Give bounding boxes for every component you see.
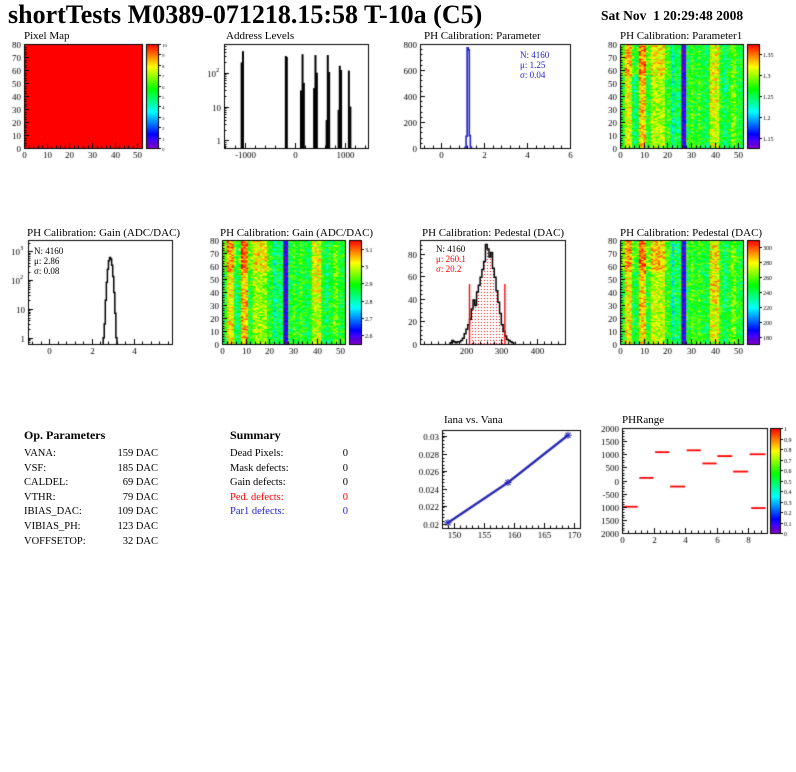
op-parameter-label: VANA: — [24, 448, 56, 459]
summary-value: 0 — [342, 462, 348, 474]
summary-row: Mask defects: 0 — [230, 462, 348, 477]
summary-label: Dead Pixels: — [230, 448, 284, 459]
ph-parameter-canvas — [400, 42, 596, 178]
summary-row: Gain defects: 0 — [230, 476, 348, 491]
plot-title-ph-parameter: PH Calibration: Parameter — [424, 30, 541, 42]
op-parameter-value: 79 DAC — [122, 491, 158, 503]
plot-title-ph-range: PHRange — [622, 414, 665, 426]
plot-title-pedestal-hist: PH Calibration: Pedestal (DAC) — [422, 227, 565, 239]
summary-label: Gain defects: — [230, 477, 286, 489]
summary-heading: Summary — [230, 428, 281, 442]
op-parameters-block: Op. Parameters VANA: 159 DAC VSF: 185 DAC CA… — [24, 428, 158, 549]
stats-box-gain: N: 4160 μ: 2.86 σ: 0.08 — [34, 246, 63, 276]
plot-title-iana: Iana vs. Vana — [444, 414, 503, 426]
summary-row: Par1 defects: 0 — [230, 505, 348, 520]
op-parameter-row: VTHR: 79 DAC — [24, 491, 158, 506]
op-parameter-value: 159 DAC — [117, 448, 158, 459]
plot-gain-map: PH Calibration: Gain (ADC/DAC) — [200, 222, 400, 382]
summary-block: Summary Dead Pixels: 0 Mask defects: 0 Gain … — [230, 428, 348, 520]
stat-mean: μ: 1.25 — [520, 60, 546, 70]
op-parameter-value: 69 DAC — [122, 477, 158, 489]
plot-iana-vs-vana: Iana vs. Vana — [400, 412, 600, 572]
pedestal-map-canvas — [600, 238, 796, 374]
op-parameter-row: VIBIAS_PH: 123 DAC — [24, 520, 158, 535]
plot-title-ph-parameter1: PH Calibration: Parameter1 — [620, 30, 743, 42]
plot-gain-hist: PH Calibration: Gain (ADC/DAC) N: 4160 μ… — [0, 222, 200, 382]
plot-title-pedestal-map: PH Calibration: Pedestal (DAC) — [620, 227, 763, 239]
summary-row: Ped. defects: 0 — [230, 491, 348, 506]
plot-title-address-levels: Address Levels — [226, 30, 295, 42]
op-parameter-label: IBIAS_DAC: — [24, 506, 82, 518]
stat-entries: N: 4160 — [34, 246, 64, 256]
op-parameter-label: CALDEL: — [24, 477, 69, 489]
op-parameter-value: 185 DAC — [117, 462, 158, 474]
op-parameter-label: VOFFSETOP: — [24, 535, 86, 547]
stat-mean: μ: 260.1 — [436, 254, 466, 264]
stat-entries: N: 4160 — [436, 244, 466, 254]
op-parameter-label: VSF: — [24, 462, 47, 474]
op-parameter-row: VSF: 185 DAC — [24, 462, 158, 477]
summary-value: 0 — [342, 506, 348, 518]
plot-address-levels: Address Levels — [200, 30, 400, 190]
plot-ph-parameter1-map: PH Calibration: Parameter1 — [600, 30, 796, 190]
ph-parameter1-canvas — [600, 42, 796, 178]
summary-rows: Dead Pixels: 0 Mask defects: 0 Gain defects:… — [230, 447, 348, 520]
op-parameter-label: VIBIAS_PH: — [24, 520, 81, 532]
stats-box-parameter: N: 4160 μ: 1.25 σ: 0.04 — [520, 50, 549, 80]
stat-mean: μ: 2.86 — [34, 256, 60, 266]
op-parameter-row: IBIAS_DAC: 109 DAC — [24, 505, 158, 520]
op-parameter-value: 123 DAC — [117, 520, 158, 532]
pixel-map-canvas — [0, 42, 196, 178]
summary-label: Par1 defects: — [230, 506, 285, 518]
page-title: shortTests M0389-071218.15:58 T-10a (C5) — [8, 0, 483, 29]
op-parameter-value: 32 DAC — [122, 535, 158, 547]
op-parameter-row: CALDEL: 69 DAC — [24, 476, 158, 491]
op-parameter-row: VOFFSETOP: 32 DAC — [24, 535, 158, 550]
plot-title-pixel-map: Pixel Map — [24, 30, 70, 42]
stat-sigma: σ: 20.2 — [436, 264, 462, 274]
plot-pedestal-hist: PH Calibration: Pedestal (DAC) N: 4160 μ… — [400, 222, 600, 382]
summary-label: Mask defects: — [230, 462, 289, 474]
address-levels-canvas — [200, 42, 396, 178]
op-parameter-value: 109 DAC — [117, 506, 158, 518]
summary-value: 0 — [342, 477, 348, 489]
op-parameter-label: VTHR: — [24, 491, 56, 503]
plot-pedestal-map: PH Calibration: Pedestal (DAC) — [600, 222, 796, 382]
summary-value: 0 — [342, 448, 348, 459]
op-parameter-row: VANA: 159 DAC — [24, 447, 158, 462]
gain-map-canvas — [200, 238, 396, 374]
stat-sigma: σ: 0.08 — [34, 266, 60, 276]
op-parameters-heading: Op. Parameters — [24, 428, 106, 442]
plot-pixel-map: Pixel Map — [0, 30, 200, 190]
plot-title-gain-map: PH Calibration: Gain (ADC/DAC) — [220, 227, 374, 239]
ph-range-canvas — [600, 424, 796, 560]
stat-sigma: σ: 0.04 — [520, 70, 546, 80]
summary-value: 0 — [342, 491, 348, 503]
summary-label: Ped. defects: — [230, 491, 284, 503]
gain-hist-canvas — [0, 238, 196, 374]
op-parameters-rows: VANA: 159 DAC VSF: 185 DAC CALDEL: 69 DAC VTHR… — [24, 447, 158, 549]
plot-ph-range: PHRange — [600, 412, 796, 572]
plot-ph-parameter: PH Calibration: Parameter N: 4160 μ: 1.2… — [400, 30, 600, 190]
summary-row: Dead Pixels: 0 — [230, 447, 348, 462]
timestamp: Sat Nov 1 20:29:48 2008 — [601, 8, 744, 23]
stats-box-pedestal: N: 4160 μ: 260.1 σ: 20.2 — [436, 244, 466, 274]
iana-vs-vana-canvas — [400, 424, 596, 560]
pedestal-hist-canvas — [400, 238, 596, 374]
stat-entries: N: 4160 — [520, 50, 550, 60]
plot-title-gain-hist: PH Calibration: Gain (ADC/DAC) — [27, 227, 181, 239]
